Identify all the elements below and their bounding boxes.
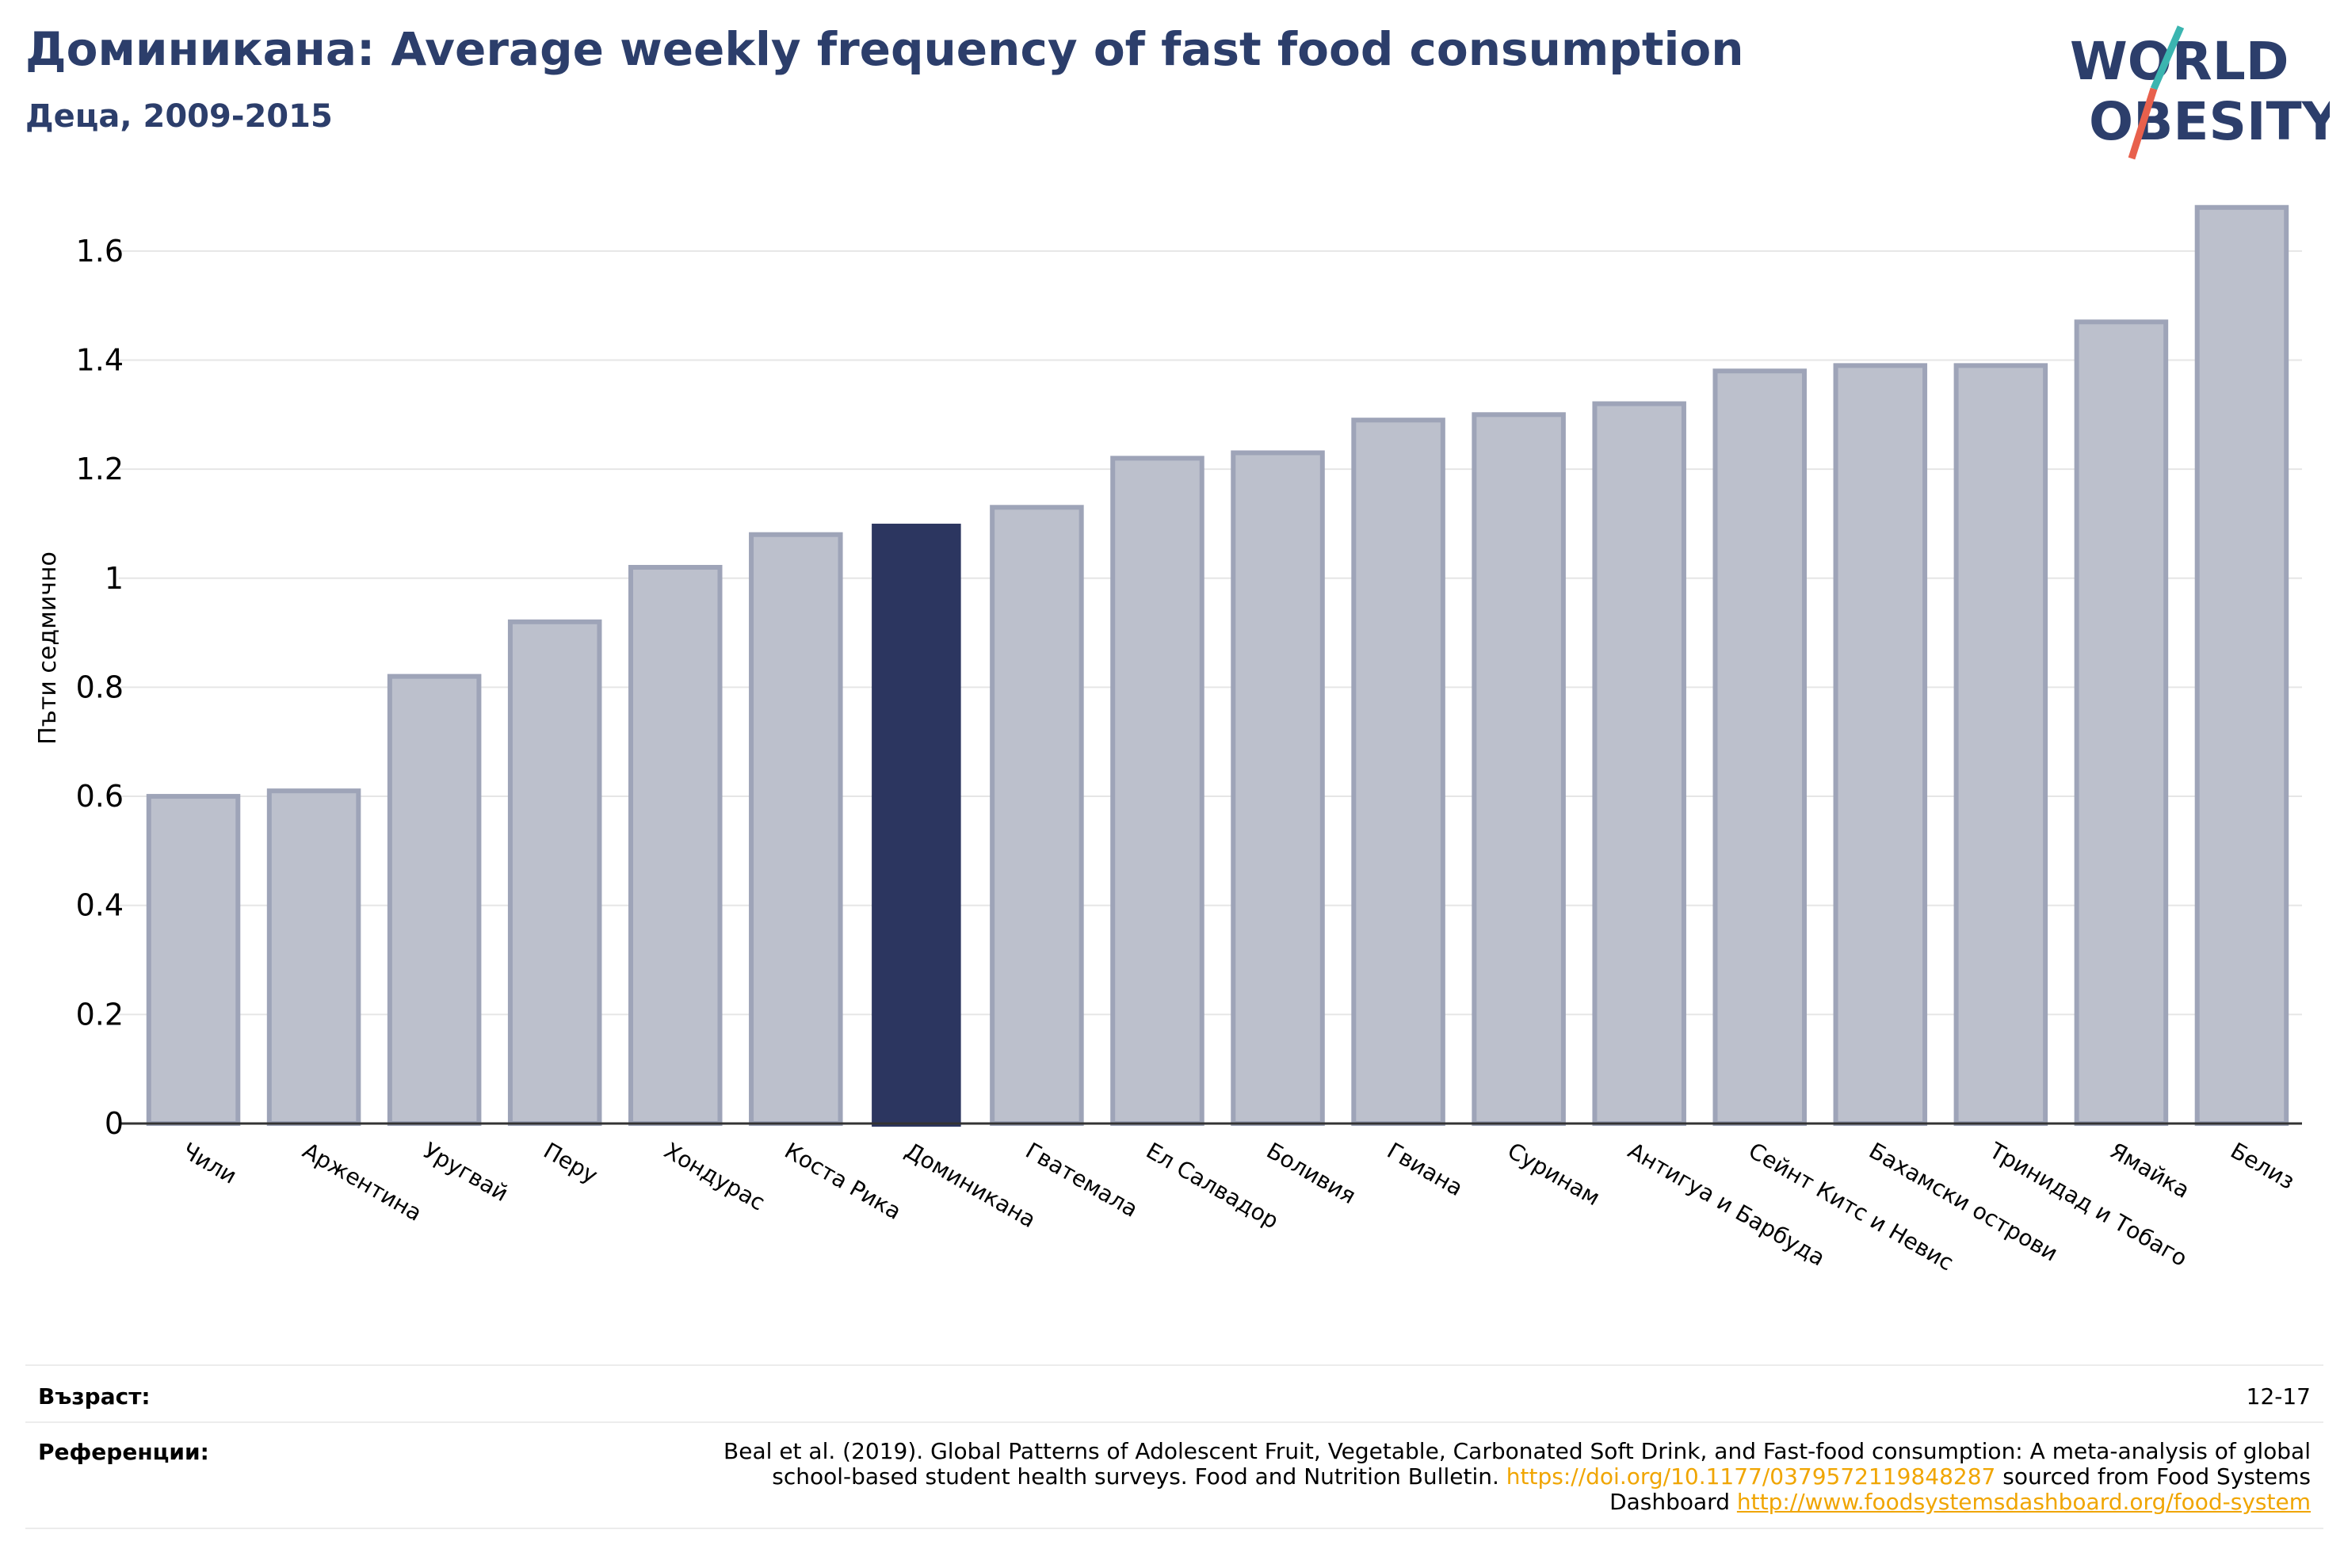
bar-highlighted[interactable]: [872, 523, 961, 1127]
bar[interactable]: [1953, 363, 2048, 1126]
age-value: 12-17: [2246, 1383, 2311, 1410]
x-category-label: Антигуа и Барбуда: [1624, 1137, 1830, 1271]
x-category-label: Сейнт Китс и Невис: [1744, 1137, 1958, 1276]
logo-line2: OBESITY: [2089, 91, 2330, 152]
world-obesity-logo: WORLD OBESITY: [2070, 25, 2330, 160]
bar[interactable]: [507, 619, 602, 1126]
bar[interactable]: [1231, 450, 1325, 1126]
divider-middle: [25, 1421, 2323, 1423]
bar[interactable]: [1833, 363, 1928, 1126]
bar[interactable]: [2074, 319, 2169, 1126]
reference-source: sourced from Food Systems Dashboard: [1609, 1463, 2311, 1515]
x-category-label: Боливия: [1262, 1137, 1361, 1209]
bar[interactable]: [990, 505, 1084, 1126]
logo-slash-bottom: [2128, 87, 2158, 160]
x-category-label: Хондурас: [659, 1137, 769, 1215]
x-category-label: Коста Рика: [781, 1137, 906, 1225]
logo-line1: WORLD: [2070, 31, 2289, 92]
x-category-label: Гвиана: [1383, 1137, 1468, 1201]
x-category-label: Чили: [178, 1137, 241, 1188]
y-tick-label: 0.6: [76, 779, 124, 814]
bar[interactable]: [1592, 401, 1686, 1126]
divider-top: [25, 1364, 2323, 1366]
age-row: Възраст: 12-17: [25, 1380, 2323, 1412]
bar-chart: 0 0.2 0.4 0.6 0.8 1 1.2 1.4 1.6 Чили АржентинаУру…: [34, 204, 2302, 1276]
y-tick-labels: 0 0.2 0.4 0.6 0.8 1 1.2 1.4 1.6: [76, 234, 124, 1141]
reference-dashboard-link[interactable]: http://www.foodsystemsdashboard.org/food…: [1736, 1489, 2311, 1515]
x-category-label: Суринам: [1503, 1137, 1605, 1211]
y-tick-label: 1.6: [76, 234, 124, 269]
reference-citation: Beal et al. (2019). Global Patterns of A…: [723, 1438, 2311, 1490]
age-label: Възраст:: [38, 1383, 151, 1410]
bar[interactable]: [1351, 418, 1445, 1126]
x-category-label: Белиз: [2226, 1137, 2299, 1194]
divider-bottom: [25, 1528, 2323, 1529]
y-tick-label: 0.4: [76, 888, 124, 923]
y-tick-label: 1: [105, 561, 124, 596]
y-tick-label: 0.8: [76, 670, 124, 704]
bar[interactable]: [1712, 368, 1808, 1126]
bar[interactable]: [387, 673, 482, 1126]
x-category-label: Ямайка: [2105, 1137, 2194, 1204]
bar[interactable]: [1110, 456, 1204, 1126]
x-category-label: Ел Салвадор: [1142, 1137, 1283, 1234]
bar[interactable]: [146, 794, 241, 1126]
bar[interactable]: [628, 565, 723, 1126]
x-category-label: Доминикана: [901, 1137, 1040, 1233]
references-row: Референции: Beal et al. (2019). Global P…: [25, 1436, 2323, 1523]
bar[interactable]: [2194, 204, 2289, 1127]
x-category-label: Перу: [539, 1137, 601, 1188]
page-subtitle: Деца, 2009-2015: [25, 98, 333, 135]
bar[interactable]: [749, 532, 843, 1126]
bar[interactable]: [266, 788, 361, 1126]
y-tick-label: 0: [105, 1106, 124, 1141]
bars: [146, 204, 2289, 1127]
x-category-label: Тринидад и Тобаго: [1984, 1137, 2192, 1272]
references-label: Референции:: [38, 1439, 209, 1465]
grid-lines: [119, 250, 2302, 1016]
y-tick-label: 1.4: [76, 342, 124, 377]
y-tick-label: 0.2: [76, 997, 124, 1032]
page-title: Доминикана: Average weekly frequency of …: [25, 22, 1744, 76]
y-tick-label: 1.2: [76, 452, 124, 486]
references-text: Beal et al. (2019). Global Patterns of A…: [686, 1439, 2311, 1515]
x-category-label: Аржентина: [298, 1137, 426, 1226]
bar[interactable]: [1472, 412, 1566, 1126]
logo-slash-top: [2150, 25, 2185, 90]
x-category-label: Уругвай: [418, 1137, 513, 1207]
reference-doi-link[interactable]: https://doi.org/10.1177/0379572119848287: [1506, 1463, 1996, 1490]
y-axis-label: Пъти седмично: [34, 551, 62, 745]
